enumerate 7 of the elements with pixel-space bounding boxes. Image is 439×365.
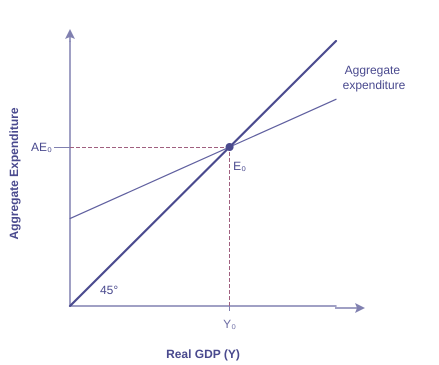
text: Y₀ bbox=[223, 317, 236, 332]
annotation: E₀ bbox=[233, 159, 246, 173]
annotation: 45° bbox=[100, 283, 118, 297]
y-axis-title: Aggregate Expenditure bbox=[7, 107, 22, 240]
x-axis-title: Real GDP (Y) bbox=[166, 347, 240, 361]
ref-line-label: AE₀ bbox=[31, 140, 52, 154]
series-label: Aggregate expenditure bbox=[342, 62, 406, 92]
